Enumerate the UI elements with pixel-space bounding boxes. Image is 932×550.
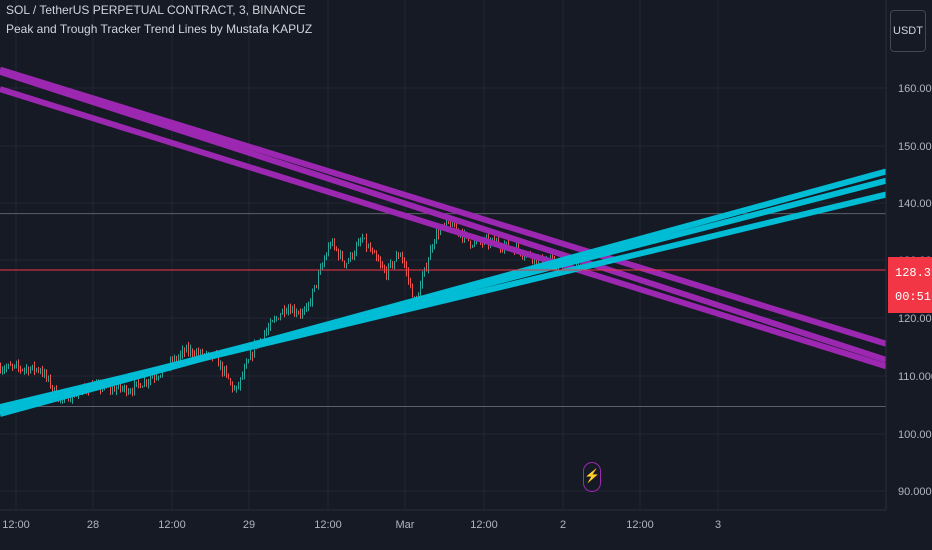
bar-countdown: 00:51 bbox=[895, 290, 932, 304]
time-axis[interactable]: 12:00 28 12:00 29 12:00 Mar 12:00 2 12:00 3 bbox=[2, 519, 721, 531]
price-tick-label: 100.000 bbox=[898, 429, 932, 441]
indicator-title[interactable]: Peak and Trough Tracker Trend Lines by M… bbox=[6, 22, 313, 36]
time-tick-label: 12:00 bbox=[470, 519, 498, 531]
time-tick-label: Mar bbox=[396, 519, 415, 531]
price-tick-label: 110.000 bbox=[898, 371, 932, 383]
time-tick-label: 3 bbox=[715, 519, 721, 531]
currency-button[interactable]: USDT bbox=[890, 10, 926, 52]
time-tick-label: 29 bbox=[243, 519, 255, 531]
time-tick-label: 12:00 bbox=[626, 519, 654, 531]
time-tick-label: 12:00 bbox=[314, 519, 342, 531]
time-tick-label: 12:00 bbox=[2, 519, 30, 531]
resistance-trend-line bbox=[0, 69, 887, 363]
price-tick-label: 140.000 bbox=[898, 198, 932, 210]
lightning-icon[interactable]: ⚡ bbox=[583, 462, 601, 492]
price-tick-label: 90.000 bbox=[898, 486, 932, 498]
support-trend-line bbox=[0, 191, 887, 411]
price-tick-label: 160.000 bbox=[898, 83, 932, 95]
current-price-value: 128.397 bbox=[895, 266, 932, 280]
time-tick-label: 28 bbox=[87, 519, 99, 531]
trend-lines bbox=[0, 66, 887, 417]
time-tick-label: 2 bbox=[560, 519, 566, 531]
price-tick-label: 120.000 bbox=[898, 313, 932, 325]
resistance-trend-line bbox=[0, 86, 887, 370]
price-tick-label: 150.000 bbox=[898, 141, 932, 153]
symbol-title[interactable]: SOL / TetherUS PERPETUAL CONTRACT, 3, BI… bbox=[6, 3, 306, 17]
time-tick-label: 12:00 bbox=[158, 519, 186, 531]
resistance-trend-line bbox=[0, 66, 887, 347]
current-price-label: 128.397 00:51 bbox=[888, 257, 932, 313]
